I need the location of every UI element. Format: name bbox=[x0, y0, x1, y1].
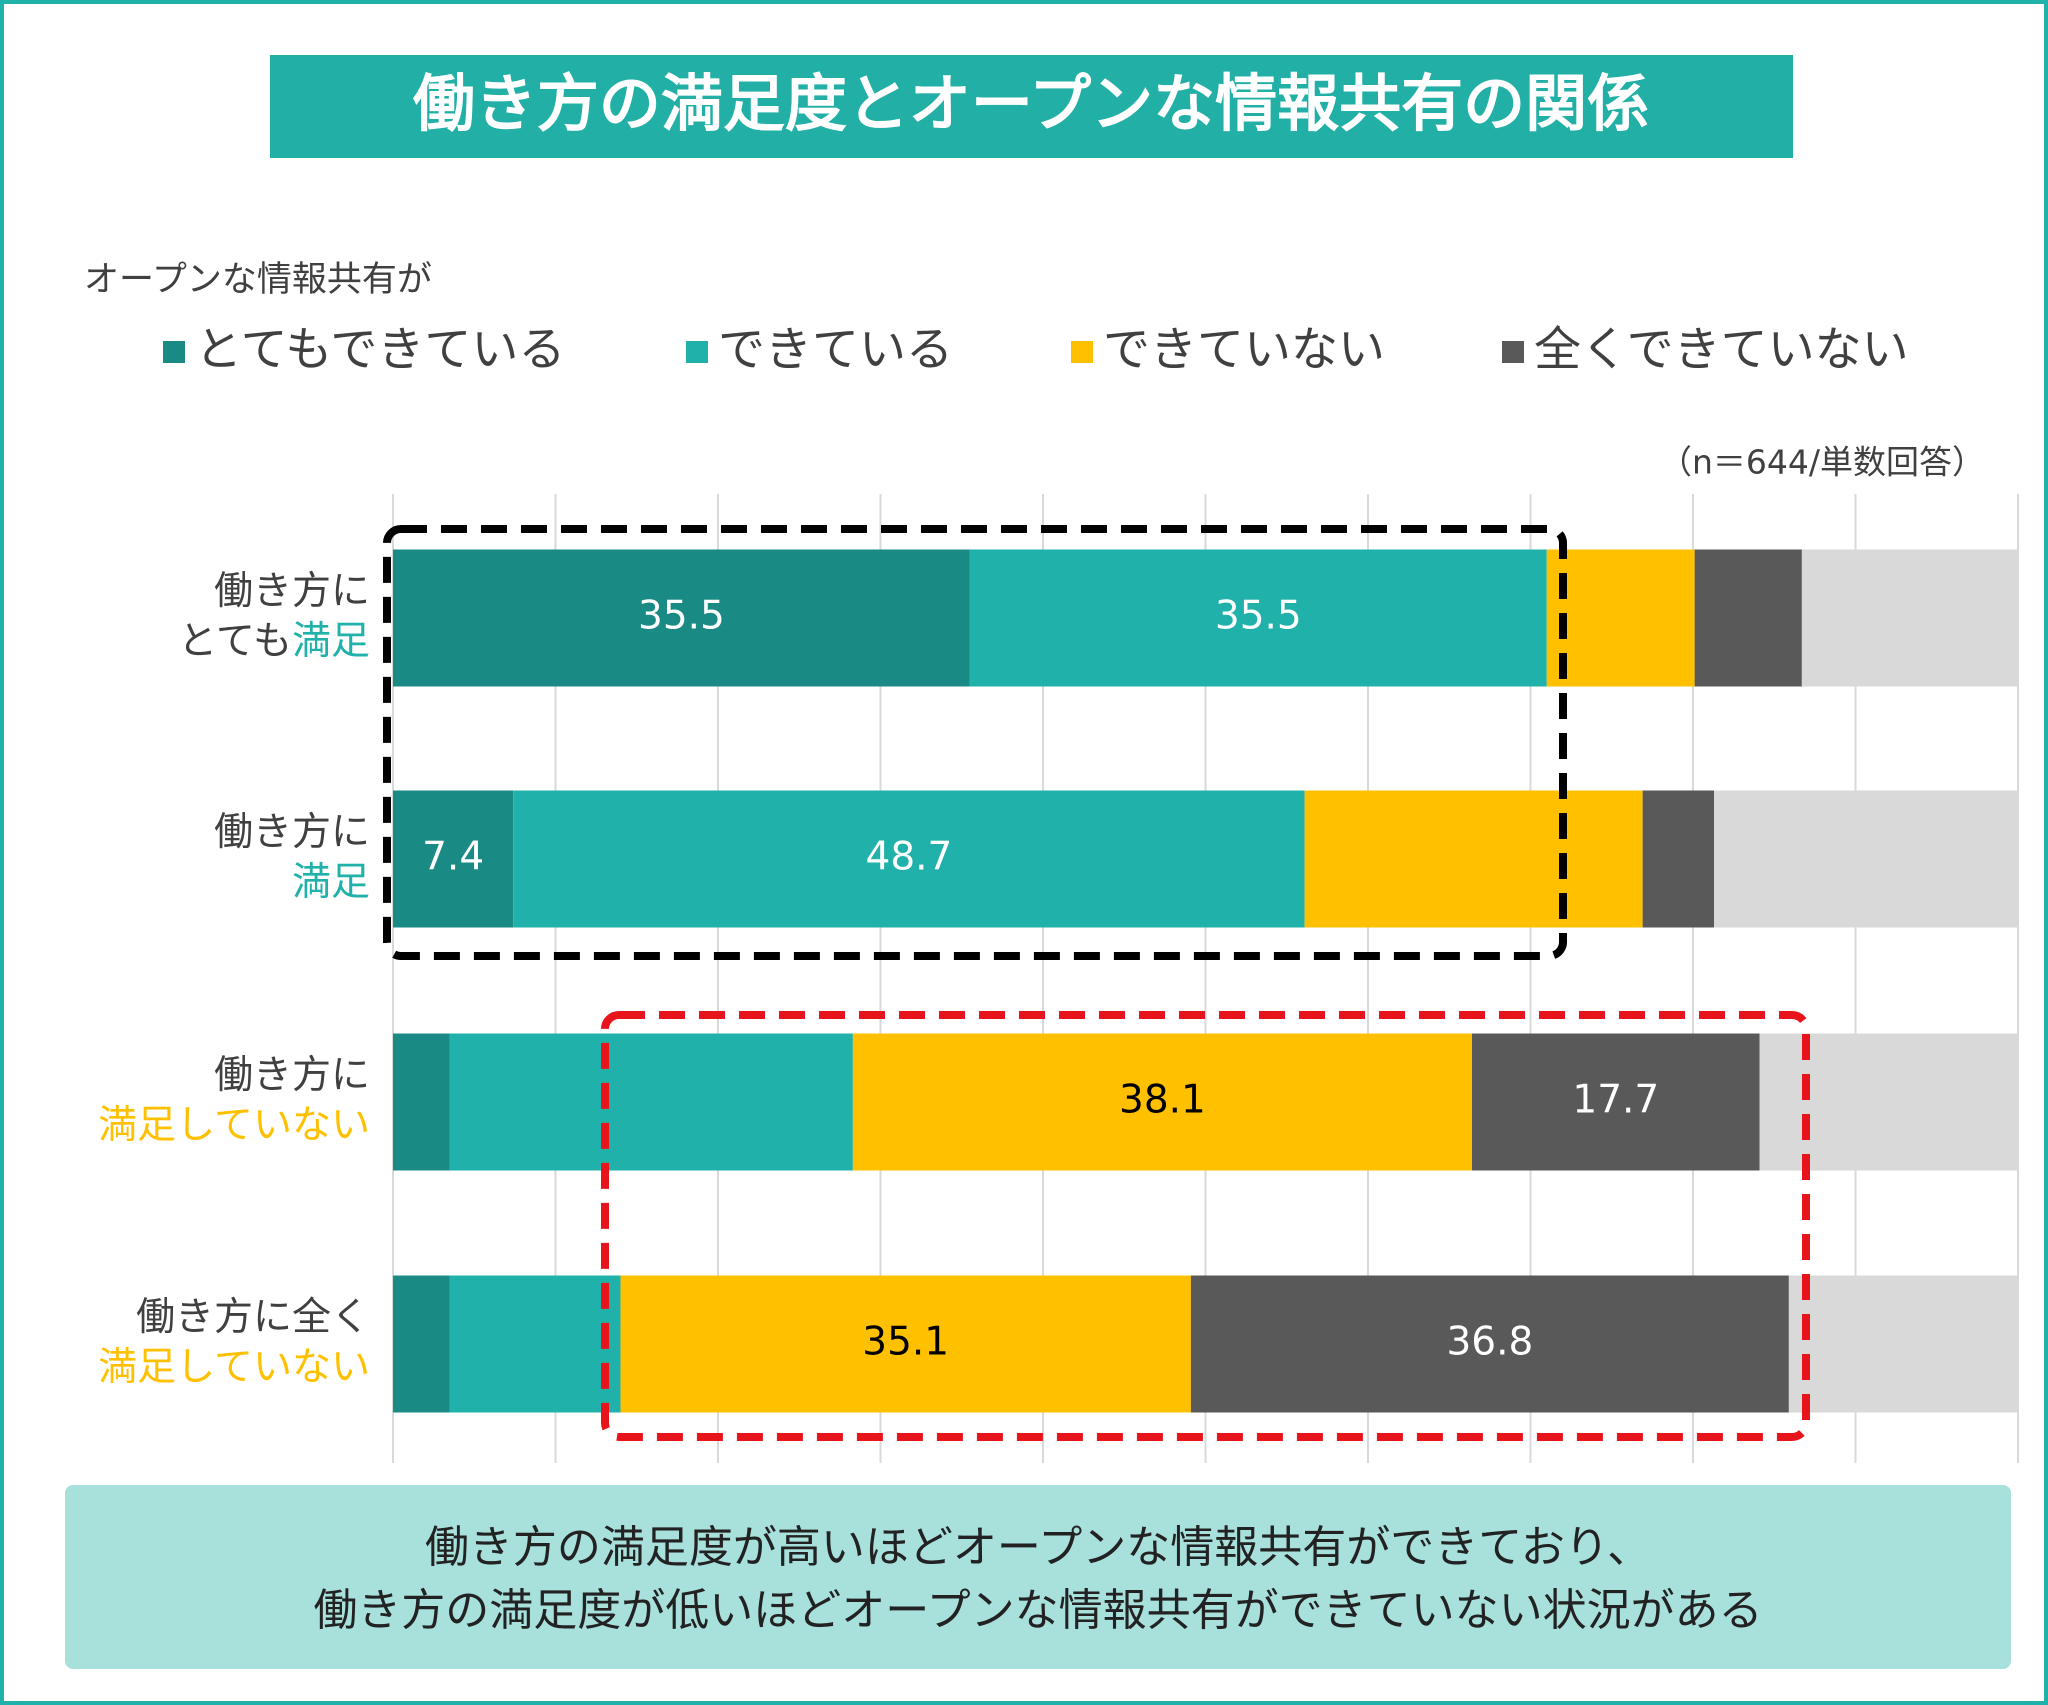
category-label-part: 満足していない bbox=[98, 1345, 370, 1390]
bar-segment bbox=[1714, 790, 2018, 928]
legend-swatch bbox=[1071, 341, 1093, 363]
legend-swatch bbox=[686, 341, 708, 363]
bar-segment bbox=[969, 549, 1547, 687]
conclusion-line: 働き方の満足度が低いほどオープンな情報共有ができていない状況がある bbox=[313, 1585, 1762, 1636]
bar-segment bbox=[1788, 1275, 2018, 1413]
conclusion-box bbox=[65, 1485, 2011, 1669]
data-label: 7.4 bbox=[422, 835, 484, 880]
category-label-part: 満足 bbox=[292, 619, 370, 664]
chart-title: 働き方の満足度とオープンな情報共有の関係 bbox=[413, 67, 1649, 140]
bar-segment bbox=[449, 1033, 853, 1171]
category-label-part: 働き方に bbox=[214, 810, 370, 855]
bar-segment bbox=[449, 1275, 621, 1413]
legend-swatch bbox=[163, 341, 185, 363]
legend-label: できていない bbox=[1103, 323, 1385, 378]
bar-segment bbox=[1304, 790, 1643, 928]
highlight-box bbox=[601, 1011, 1810, 1441]
bar-segment bbox=[393, 790, 514, 928]
title-box bbox=[270, 55, 1793, 158]
category-label: 働き方に全く bbox=[136, 1295, 370, 1340]
bar-segment bbox=[1190, 1275, 1789, 1413]
category-label: 満足 bbox=[292, 860, 370, 905]
category-label: 働き方に bbox=[214, 810, 370, 855]
data-label: 35.1 bbox=[862, 1320, 949, 1365]
bar-segment bbox=[513, 790, 1305, 928]
plot: とてもできている できている できていない 全くできていない働き方にとても満足35.5… bbox=[98, 323, 2019, 1463]
bar-segment bbox=[393, 1033, 450, 1171]
category-label: 働き方に bbox=[214, 569, 370, 614]
bar-segment bbox=[1546, 549, 1695, 687]
highlight-box bbox=[383, 525, 1567, 960]
legend-swatch bbox=[1502, 341, 1524, 363]
legend-label: できている bbox=[718, 323, 953, 378]
data-label: 48.7 bbox=[866, 835, 953, 880]
bar-segment bbox=[1694, 549, 1802, 687]
data-label: 38.1 bbox=[1119, 1078, 1206, 1123]
bar-segment bbox=[393, 549, 970, 687]
category-label: とても満足 bbox=[178, 619, 370, 664]
bar-segment bbox=[1642, 790, 1715, 928]
bar-segment bbox=[852, 1033, 1472, 1171]
legend-label: 全くできていない bbox=[1534, 323, 1909, 378]
note: （n＝644/単数回答） bbox=[1659, 443, 1985, 482]
bar-segment bbox=[393, 1275, 450, 1413]
data-label: 35.5 bbox=[1215, 594, 1302, 639]
category-label-part: 働き方に bbox=[214, 569, 370, 614]
category-label-part: 働き方に bbox=[214, 1053, 370, 1098]
category-label-part: とても bbox=[178, 619, 292, 664]
legend-title: オープンな情報共有が bbox=[84, 260, 432, 300]
category-label-part: 働き方に全く bbox=[136, 1295, 370, 1340]
category-label: 働き方に bbox=[214, 1053, 370, 1098]
conclusion-line: 働き方の満足度が高いほどオープンな情報共有ができており、 bbox=[425, 1522, 1651, 1573]
category-label: 満足していない bbox=[98, 1103, 370, 1148]
category-label-part: 満足していない bbox=[98, 1103, 370, 1148]
category-label: 満足していない bbox=[98, 1345, 370, 1390]
bar-segment bbox=[1472, 1033, 1760, 1171]
data-label: 36.8 bbox=[1446, 1320, 1533, 1365]
bar-segment bbox=[1801, 549, 2018, 687]
bar-segment bbox=[620, 1275, 1191, 1413]
data-label: 35.5 bbox=[638, 594, 725, 639]
bar-segment bbox=[1759, 1033, 2018, 1171]
legend-label: とてもできている bbox=[195, 323, 565, 378]
category-label-part: 満足 bbox=[292, 860, 370, 905]
data-label: 17.7 bbox=[1572, 1078, 1659, 1123]
